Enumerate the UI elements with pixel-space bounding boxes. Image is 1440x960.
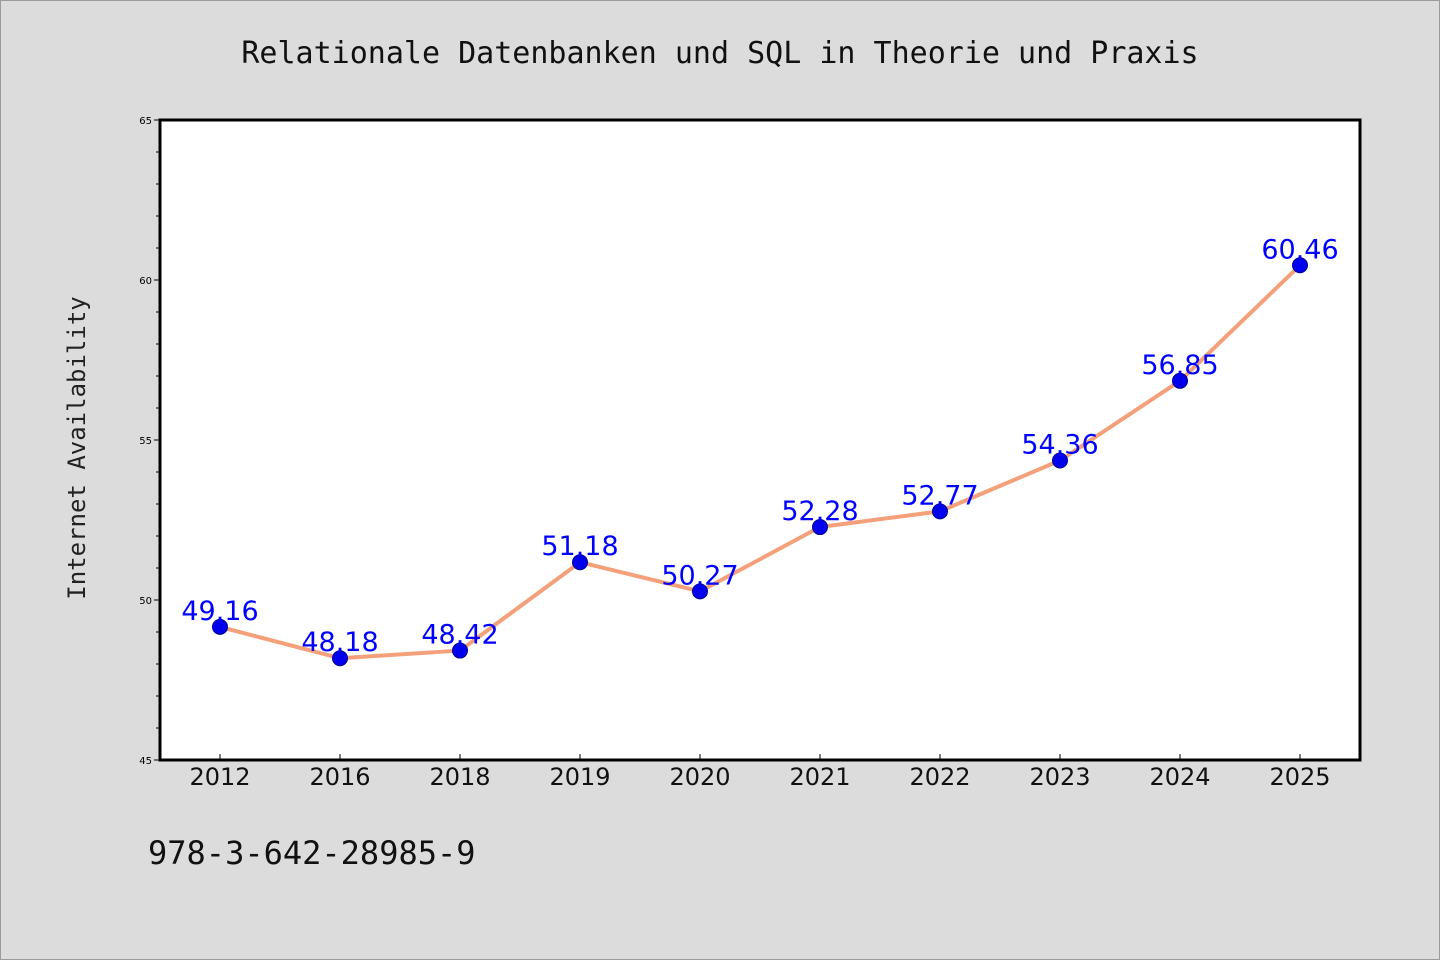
x-tick-label: 2016 [309, 763, 370, 791]
data-label: 48.42 [421, 620, 498, 651]
data-point [1052, 452, 1068, 469]
chart-title: Relationale Datenbanken und SQL in Theor… [241, 36, 1198, 71]
x-tick-label: 2012 [189, 763, 250, 791]
data-label: 50.27 [661, 560, 738, 591]
isbn-footer: 978-3-642-28985-9 [148, 834, 476, 872]
series-group: 49.16 48.18 48.42 51.18 50.27 52.28 52.77 54.36… [181, 234, 1339, 667]
x-tick-label: 2020 [669, 763, 730, 791]
data-point [572, 554, 588, 571]
x-axis: 2012 2016 2018 2019 2020 2021 2022 2023 2024 2025 [189, 754, 1331, 791]
data-point [1292, 257, 1308, 274]
data-label: 56.85 [1141, 350, 1218, 381]
y-axis-label: Internet Availability [63, 296, 91, 599]
y-tick-label: 55 [139, 436, 152, 447]
data-label: 52.28 [781, 496, 858, 527]
data-point [452, 642, 468, 659]
data-label: 49.16 [181, 596, 258, 627]
x-tick-label: 2025 [1269, 763, 1330, 791]
data-point [932, 503, 948, 520]
y-tick-label: 50 [139, 596, 152, 607]
data-point [212, 618, 228, 635]
data-label: 52.77 [901, 480, 978, 511]
x-tick-label: 2018 [429, 763, 490, 791]
y-axis: 45 50 55 60 65 [139, 116, 160, 767]
x-tick-label: 2023 [1029, 763, 1090, 791]
x-tick-label: 2022 [909, 763, 970, 791]
y-tick-label: 45 [139, 756, 152, 767]
plot-area [158, 118, 1362, 762]
data-point [812, 519, 828, 536]
y-tick-label: 60 [139, 276, 152, 287]
data-point [692, 583, 708, 600]
x-tick-label: 2019 [549, 763, 610, 791]
data-point [1172, 372, 1188, 389]
y-tick-label: 65 [139, 116, 152, 127]
data-point [332, 650, 348, 667]
series-line [218, 263, 1302, 661]
x-tick-label: 2024 [1149, 763, 1210, 791]
data-label: 48.18 [301, 627, 378, 658]
data-label: 54.36 [1021, 429, 1098, 460]
data-label: 60.46 [1261, 234, 1338, 265]
x-tick-label: 2021 [789, 763, 850, 791]
data-label: 51.18 [541, 531, 618, 562]
